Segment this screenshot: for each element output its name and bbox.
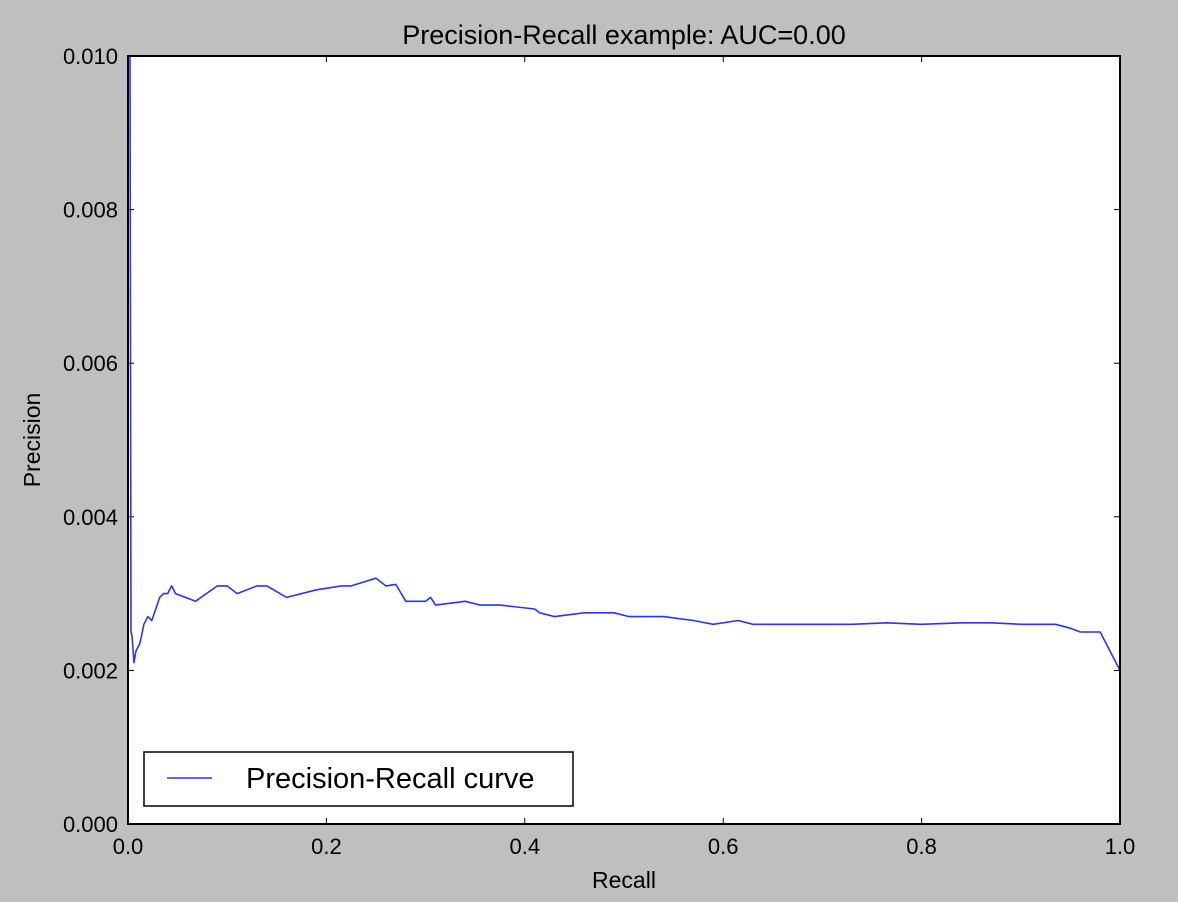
x-tick-label: 1.0 — [1105, 834, 1136, 859]
x-axis-label: Recall — [592, 867, 656, 893]
legend: Precision-Recall curve — [143, 751, 574, 807]
plot-frame — [127, 55, 1121, 825]
x-tick-label: 0.4 — [510, 834, 541, 859]
y-tick-label: 0.002 — [63, 658, 118, 683]
x-tick-label: 0.0 — [113, 834, 144, 859]
y-tick-label: 0.000 — [63, 812, 118, 837]
y-tick-label: 0.006 — [63, 351, 118, 376]
x-tick-label: 0.6 — [708, 834, 739, 859]
legend-box — [143, 751, 574, 807]
x-tick-label: 0.2 — [311, 834, 342, 859]
y-tick-label: 0.004 — [63, 505, 118, 530]
y-axis-ticks: 0.000 0.002 0.004 0.006 0.008 0.010 — [63, 44, 1120, 837]
chart-title: Precision-Recall example: AUC=0.00 — [402, 20, 845, 50]
legend-label: Precision-Recall curve — [246, 763, 535, 795]
y-tick-label: 0.010 — [63, 44, 118, 69]
y-tick-label: 0.008 — [63, 198, 118, 223]
plot-area — [128, 56, 1120, 824]
y-axis-label: Precision — [19, 393, 45, 488]
x-tick-label: 0.8 — [906, 834, 937, 859]
x-axis-ticks: 0.0 0.2 0.4 0.6 0.8 1.0 — [113, 56, 1136, 859]
series-line-precision-recall — [128, 55, 1121, 671]
